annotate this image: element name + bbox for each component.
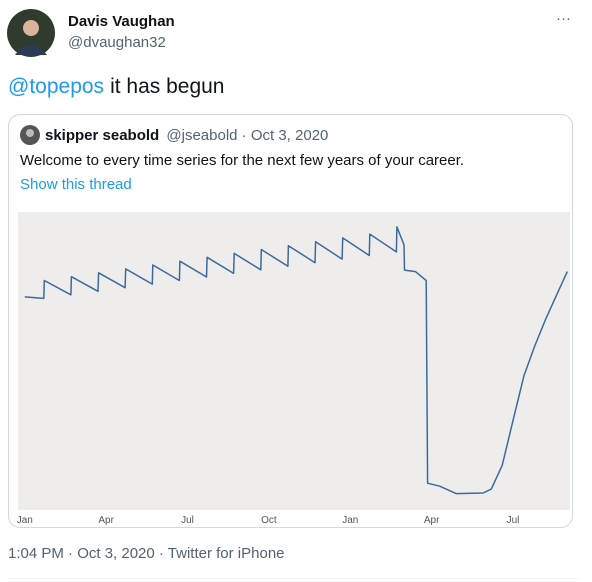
quote-author: skipper seabold xyxy=(45,127,160,144)
tweet-footer: 1:04 PM · Oct 3, 2020 · Twitter for iPho… xyxy=(8,545,285,562)
plot-background xyxy=(18,212,570,510)
x-tick-label: Oct xyxy=(261,515,277,526)
tweet-body: it has begun xyxy=(110,75,225,98)
quote-meta: @jseabold · Oct 3, 2020 xyxy=(166,127,329,144)
tweet-text: @topepos it has begun xyxy=(8,75,225,99)
divider xyxy=(8,578,578,579)
quote-header: skipper seabold @jseabold · Oct 3, 2020 xyxy=(45,127,328,144)
x-tick-label: Apr xyxy=(98,515,114,526)
author-handle[interactable]: @dvaughan32 xyxy=(68,34,166,51)
quote-avatar xyxy=(20,125,40,145)
more-menu[interactable]: ··· xyxy=(556,10,571,27)
x-tick-label: Jul xyxy=(181,515,194,526)
series-line xyxy=(24,226,568,495)
show-thread[interactable]: Show this thread xyxy=(20,176,132,193)
x-tick-label: Jan xyxy=(17,515,33,526)
x-tick-label: Jan xyxy=(342,515,358,526)
x-tick-label: Apr xyxy=(424,515,440,526)
x-tick-label: Jul xyxy=(507,515,520,526)
author-name[interactable]: Davis Vaughan xyxy=(68,13,175,30)
quote-text: Welcome to every time series for the nex… xyxy=(20,152,465,169)
mention[interactable]: @topepos xyxy=(8,75,105,98)
quote-card[interactable] xyxy=(8,114,573,528)
author-avatar[interactable] xyxy=(7,9,55,57)
